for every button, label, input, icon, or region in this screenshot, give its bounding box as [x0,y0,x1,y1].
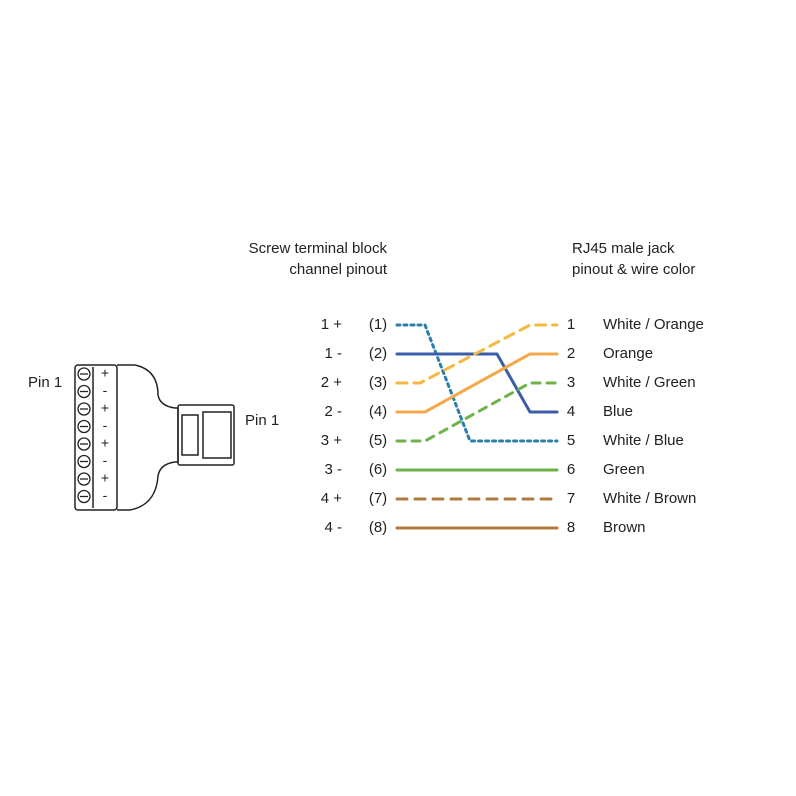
terminal-label: 3 + [321,432,343,449]
connector-drawing [74,364,235,511]
screw [77,489,91,504]
pin-label: Pin 1 [245,412,279,429]
terminal-label: 1 - [324,345,342,362]
rj45-pin: 3 [567,374,575,391]
wire [395,323,559,443]
terminal-label: 4 - [324,519,342,536]
rj45-pin: 7 [567,490,575,507]
channel-label: (7) [369,490,387,507]
left-title: channel pinout [289,261,387,278]
wire-color: Blue [603,403,633,420]
wire-color: Brown [603,519,646,536]
pin-sign: + [101,435,109,451]
wire [395,381,559,443]
wires [395,323,559,530]
terminal-label: 2 - [324,403,342,420]
rj45-pin: 4 [567,403,575,420]
pin-sign: + [101,470,109,486]
screw [77,454,91,469]
wire-color: White / Blue [603,432,684,449]
pin-sign: - [103,382,108,398]
pin-sign: - [103,417,108,433]
pin-sign: - [103,452,108,468]
screw [77,419,91,434]
channel-label: (5) [369,432,387,449]
pin-label: Pin 1 [28,374,62,391]
screw [77,437,91,451]
screw [77,402,91,416]
rj45-pin: 5 [567,432,575,449]
wire-color: White / Brown [603,490,696,507]
wire-color: Green [603,461,645,478]
channel-label: (3) [369,374,387,391]
channel-label: (4) [369,403,387,420]
rj45-pin: 6 [567,461,575,478]
channel-label: (1) [369,316,387,333]
rj45-pin: 1 [567,316,575,333]
pin-sign: + [101,365,109,381]
right-title: pinout & wire color [572,261,695,278]
channel-label: (2) [369,345,387,362]
left-title: Screw terminal block [249,240,388,257]
screw [77,367,91,381]
pin-sign: - [103,487,108,503]
wire-color: White / Green [603,374,696,391]
channel-label: (6) [369,461,387,478]
screw [77,384,91,399]
terminal-label: 3 - [324,461,342,478]
rj45-pin: 2 [567,345,575,362]
terminal-label: 1 + [321,316,343,333]
channel-label: (8) [369,519,387,536]
terminal-label: 4 + [321,490,343,507]
wire-color: White / Orange [603,316,704,333]
wire-color: Orange [603,345,653,362]
screw [77,472,91,486]
wire [395,323,559,385]
pin-sign: + [101,400,109,416]
wire [395,352,559,414]
right-title: RJ45 male jack [572,240,675,257]
rj45-pin: 8 [567,519,575,536]
terminal-label: 2 + [321,374,343,391]
wire [395,352,559,414]
screw-column: +-+-+-+- [77,365,109,504]
